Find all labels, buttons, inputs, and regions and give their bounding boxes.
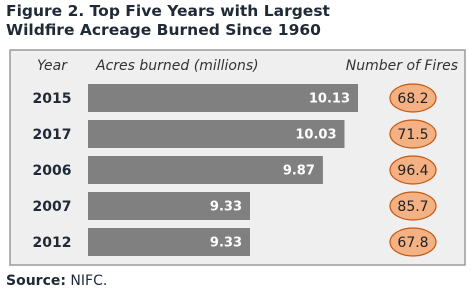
fires-marker [389,119,437,149]
value-label: 10.13 [309,92,350,107]
value-label: 10.03 [295,128,336,143]
fires-marker [389,83,437,113]
value-label: 9.87 [283,164,315,179]
bar [88,192,250,220]
source-label: Source: [6,273,66,289]
fires-marker [389,155,437,185]
bar [88,228,250,256]
value-label: 9.33 [210,200,242,215]
series-label: Number of Fires [346,58,458,74]
fires-label: 71.5 [397,127,428,143]
fires-label: 68.2 [397,91,428,107]
y-tick-label: 2015 [33,91,72,107]
fires-marker [389,191,437,221]
chart-title: Figure 2. Top Five Years with Largest Wi… [6,2,330,39]
series-label: Acres burned (millions) [95,58,259,74]
fires-label: 96.4 [397,163,428,179]
source: Source: NIFC. [6,273,107,289]
y-tick-label: 2017 [33,127,72,143]
y-tick-label: 2012 [33,235,72,251]
fires-label: 67.8 [397,235,428,251]
fires-label: 85.7 [397,199,428,215]
y-tick-label: 2007 [33,199,72,215]
source-text: NIFC. [70,273,108,289]
fires-marker [389,227,437,257]
value-label: 9.33 [210,236,242,251]
bar [88,156,323,184]
bar [88,120,345,148]
axis-label: Year [37,58,68,74]
bar [88,84,358,112]
y-tick-label: 2006 [33,163,72,179]
